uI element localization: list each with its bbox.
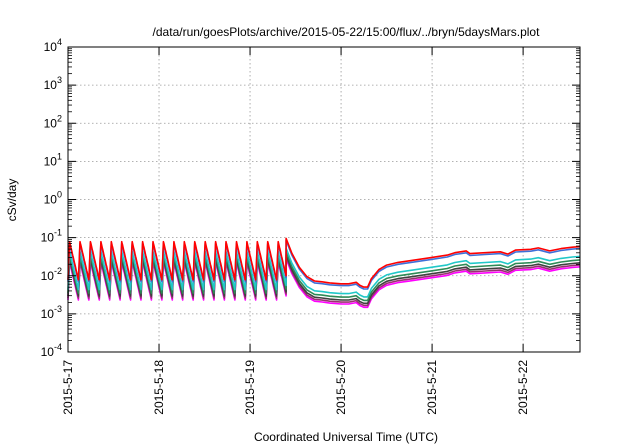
x-tick-label: 2015-5-22 <box>516 360 530 415</box>
y-tick-label: 10-4 <box>41 342 62 359</box>
y-tick-label: 101 <box>44 151 62 168</box>
x-tick-label: 2015-5-18 <box>152 360 166 415</box>
y-axis: 10-4 10-3 10-2 10-1 100 101 102 103 104 <box>41 37 580 359</box>
y-tick-label: 103 <box>44 75 62 92</box>
y-axis-label: cSv/day <box>5 179 19 222</box>
chart-title: /data/run/goesPlots/archive/2015-05-22/1… <box>153 25 541 39</box>
x-axis: 2015-5-17 2015-5-18 2015-5-19 2015-5-20 2015… <box>61 47 530 415</box>
y-tick-label: 102 <box>44 113 62 130</box>
x-tick-label: 2015-5-17 <box>61 360 75 415</box>
x-tick-label: 2015-5-21 <box>425 360 439 415</box>
x-tick-label: 2015-5-20 <box>334 360 348 415</box>
series-group <box>67 237 581 309</box>
series-line <box>67 237 581 288</box>
y-tick-label: 10-1 <box>41 228 62 245</box>
x-axis-label: Coordinated Universal Time (UTC) <box>254 430 438 444</box>
y-tick-label: 100 <box>44 190 62 207</box>
y-tick-label: 10-2 <box>41 266 62 283</box>
series-line <box>67 247 581 298</box>
y-tick-label: 10-3 <box>41 304 62 321</box>
x-tick-label: 2015-5-19 <box>243 360 257 415</box>
grid <box>67 47 580 352</box>
y-tick-label: 104 <box>44 37 62 54</box>
